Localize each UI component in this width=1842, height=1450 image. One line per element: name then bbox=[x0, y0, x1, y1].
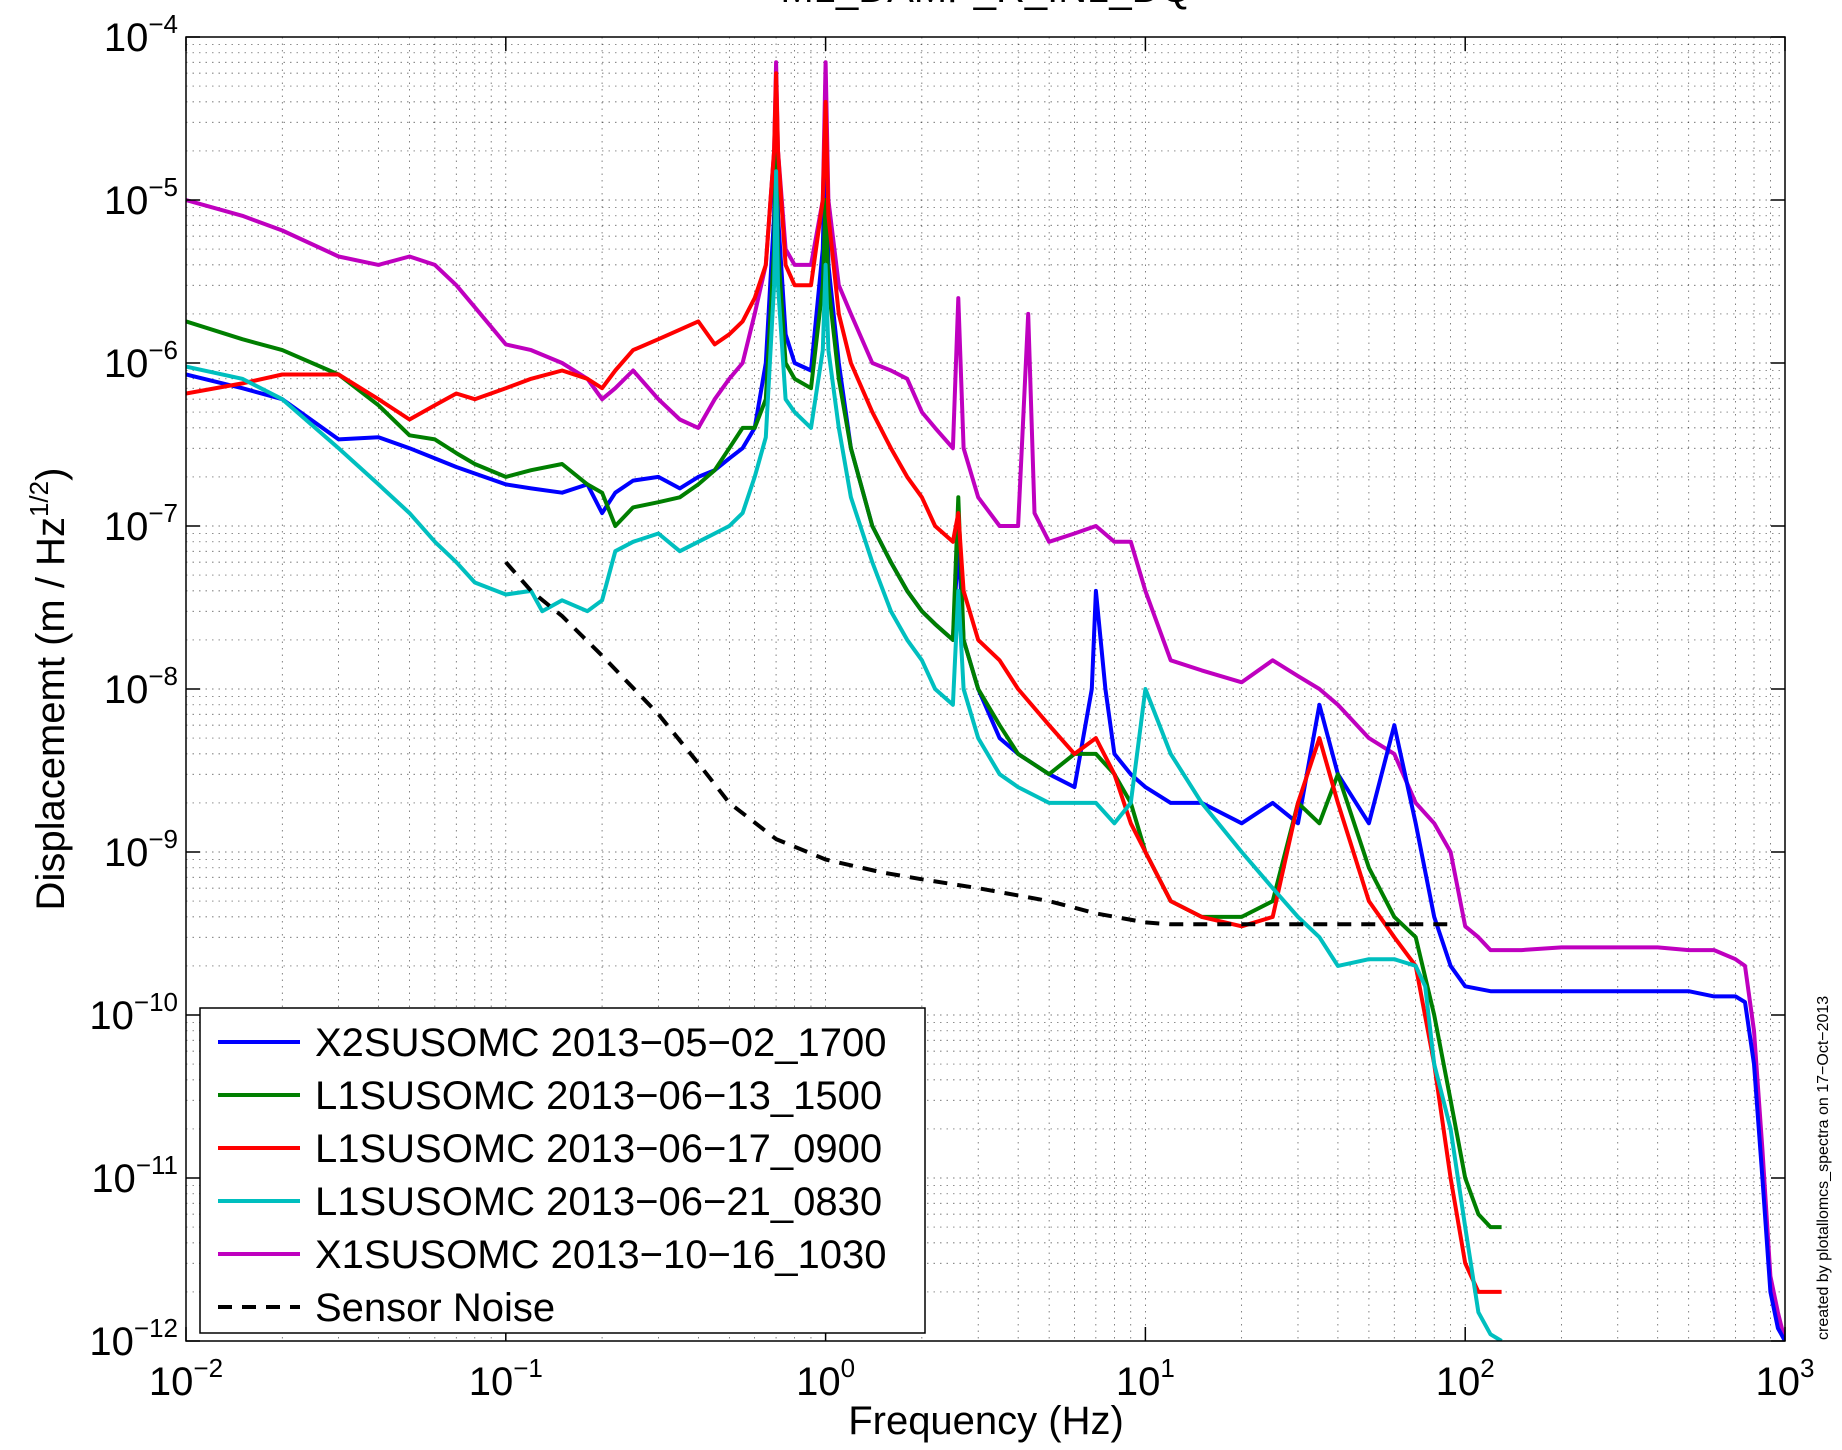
y-axis-label: Displacememt (m / Hz1/2) bbox=[24, 468, 73, 911]
y-tick-exponent: −9 bbox=[148, 824, 178, 854]
x-tick-base: 10 bbox=[796, 1360, 841, 1404]
legend-label: L1SUSOMC 2013−06−21_0830 bbox=[315, 1180, 882, 1224]
y-tick-base: 10 bbox=[91, 1157, 136, 1201]
y-tick-label: 10−4 bbox=[104, 9, 178, 60]
watermark: created by plotallomcs_spectra on 17−Oct… bbox=[1815, 996, 1832, 1340]
series-layer bbox=[186, 60, 1785, 1341]
x-tick-exponent: −1 bbox=[513, 1353, 543, 1383]
y-axis-label-close: ) bbox=[29, 468, 73, 481]
x-tick-exponent: 3 bbox=[1800, 1353, 1814, 1383]
y-tick-label: 10−9 bbox=[104, 824, 178, 875]
y-tick-base: 10 bbox=[104, 16, 149, 60]
y-tick-exponent: −8 bbox=[148, 661, 178, 691]
y-axis-label-exponent: 1/2 bbox=[24, 481, 54, 517]
legend-label: Sensor Noise bbox=[315, 1286, 555, 1330]
y-tick-label: 10−11 bbox=[91, 1150, 178, 1201]
legend-items: X2SUSOMC 2013−05−02_1700 L1SUSOMC 2013−06… bbox=[218, 1021, 887, 1330]
series-line bbox=[186, 71, 1502, 1294]
x-axis-label: Frequency (Hz) bbox=[848, 1399, 1124, 1443]
y-tick-exponent: −5 bbox=[148, 172, 178, 202]
x-tick-label: 101 bbox=[1116, 1353, 1175, 1404]
y-tick-exponent: −10 bbox=[134, 987, 178, 1017]
y-tick-label: 10−7 bbox=[104, 498, 178, 549]
x-tick-exponent: 1 bbox=[1160, 1353, 1174, 1383]
y-tick-label: 10−8 bbox=[104, 661, 178, 712]
x-tick-exponent: 2 bbox=[1480, 1353, 1494, 1383]
y-axis-label-main: Displacememt (m / Hz bbox=[29, 517, 73, 910]
legend-label: L1SUSOMC 2013−06−13_1500 bbox=[315, 1074, 882, 1118]
x-tick-base: 10 bbox=[1436, 1360, 1481, 1404]
y-tick-base: 10 bbox=[89, 1320, 134, 1364]
x-tick-exponent: 0 bbox=[841, 1353, 855, 1383]
y-tick-base: 10 bbox=[104, 342, 149, 386]
y-tick-exponent: −4 bbox=[148, 9, 178, 39]
series-line bbox=[186, 60, 1785, 1341]
x-tick-labels: 10−2 10−1 100 101 102 103 bbox=[149, 1353, 1815, 1404]
x-tick-base: 10 bbox=[469, 1360, 514, 1404]
y-tick-exponent: −11 bbox=[136, 1150, 178, 1180]
x-tick-label: 102 bbox=[1436, 1353, 1495, 1404]
series-line bbox=[504, 560, 1451, 927]
y-tick-exponent: −7 bbox=[148, 498, 178, 528]
y-tick-label: 10−12 bbox=[89, 1313, 178, 1364]
series-line bbox=[186, 169, 1503, 1341]
tick-marks bbox=[185, 36, 1786, 1342]
x-tick-base: 10 bbox=[1756, 1360, 1801, 1404]
x-tick-exponent: −2 bbox=[193, 1353, 223, 1383]
y-tick-base: 10 bbox=[104, 831, 149, 875]
y-tick-exponent: −12 bbox=[134, 1313, 178, 1343]
x-tick-base: 10 bbox=[149, 1360, 194, 1404]
x-tick-label: 103 bbox=[1756, 1353, 1815, 1404]
legend-label: X2SUSOMC 2013−05−02_1700 bbox=[315, 1021, 887, 1065]
y-tick-label: 10−6 bbox=[104, 335, 178, 386]
legend: X2SUSOMC 2013−05−02_1700 L1SUSOMC 2013−06… bbox=[199, 1007, 926, 1334]
x-tick-label: 10−1 bbox=[469, 1353, 543, 1404]
y-tick-base: 10 bbox=[104, 505, 149, 549]
x-tick-label: 10−2 bbox=[149, 1353, 223, 1404]
legend-box bbox=[199, 1007, 926, 1334]
legend-label: L1SUSOMC 2013−06−17_0900 bbox=[315, 1127, 882, 1171]
y-tick-label: 10−10 bbox=[89, 987, 178, 1038]
x-tick-label: 100 bbox=[796, 1353, 855, 1404]
y-tick-base: 10 bbox=[104, 668, 149, 712]
y-tick-base: 10 bbox=[104, 179, 149, 223]
y-tick-exponent: −6 bbox=[148, 335, 178, 365]
y-tick-base: 10 bbox=[89, 994, 134, 1038]
legend-label: X1SUSOMC 2013−10−16_1030 bbox=[315, 1233, 887, 1277]
x-tick-base: 10 bbox=[1116, 1360, 1161, 1404]
y-tick-label: 10−5 bbox=[104, 172, 178, 223]
chart-title: M1_DAMP_R_IN1_DQ bbox=[780, 0, 1191, 11]
